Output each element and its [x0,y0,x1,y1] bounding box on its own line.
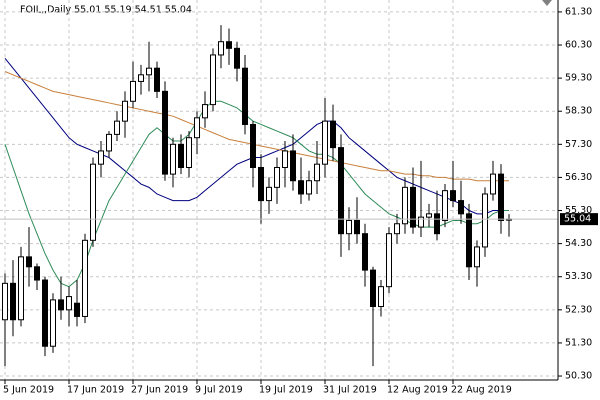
x-tick-label: 19 Jul 2019 [259,385,313,396]
candle-body [26,256,32,268]
candle-body [34,266,40,281]
candle-body [410,186,416,228]
candle-body [306,180,312,195]
candle-body [2,282,8,321]
y-tick-label: 50.30 [565,371,592,382]
candle-body [42,279,48,347]
candle-body [338,147,344,235]
candle-body [186,137,192,168]
candle-body [346,219,352,235]
candle-body [418,216,424,228]
candle-body [330,120,336,149]
candle-body [314,163,320,182]
candle-body [426,213,432,218]
candle-body [322,120,328,165]
y-tick-label: 53.30 [565,271,592,282]
candle-body [258,166,264,202]
candle-body [194,117,200,139]
y-tick-label: 58.30 [565,106,592,117]
y-tick-label: 52.30 [565,304,592,315]
candle-body [146,67,152,76]
candle-body [490,173,496,195]
x-tick-label: 27 Jun 2019 [131,385,188,396]
candle-body [266,186,272,202]
candle-body [170,143,176,175]
y-tick-label: 60.30 [565,40,592,51]
candle-body [10,282,16,321]
y-tick-label: 57.30 [565,139,592,150]
candle-body [370,269,376,308]
moving-average-line [4,100,509,288]
candle-body [450,190,456,202]
x-tick-label: 5 Jun 2019 [3,385,54,396]
candle-body [18,256,24,321]
x-tick-label: 31 Jul 2019 [323,385,377,396]
candle-body [474,246,480,268]
chart-title: FOIL,,Daily 55.01 55.19 54.51 55.04 [20,5,192,16]
y-tick-label: 55.30 [565,205,592,216]
y-tick-label: 61.30 [565,6,592,17]
candle-body [298,180,304,195]
candle-body [242,67,248,125]
candle-body [290,150,296,182]
candle-body [58,299,64,311]
candle-body [354,219,360,235]
candle-body [458,200,464,215]
x-tick-label: 17 Jun 2019 [67,385,124,396]
candle-body [226,41,232,49]
candle-body [234,47,240,69]
candle-body [50,299,56,347]
candle-body [250,123,256,168]
candle-body [122,100,128,122]
candle-body [106,133,112,152]
candle-body [138,74,144,82]
y-tick-label: 51.30 [565,337,592,348]
x-tick-label: 12 Aug 2019 [387,385,448,396]
y-tick-label: 54.30 [565,238,592,249]
candle-body [434,213,440,235]
x-tick-label: 22 Aug 2019 [451,385,512,396]
candle-body [274,166,280,188]
candle-body [66,296,72,311]
candle-body [378,286,384,308]
candle-body [218,41,224,56]
candle-body [386,233,392,288]
price-label-box [560,213,598,226]
moving-average-line [4,57,509,215]
candle-body [82,239,88,317]
y-tick-label: 59.30 [565,73,592,84]
y-tick-label: 56.30 [565,172,592,183]
candle-body [402,186,408,225]
candle-body [362,233,368,271]
candle-body [90,163,96,241]
moving-average-line [4,71,509,182]
candle-body [482,193,488,248]
candle-body [98,150,104,165]
candle-body [498,173,504,221]
candle-body [130,80,136,102]
candle-body [74,302,80,317]
candle-body [154,67,160,92]
x-tick-label: 9 Jul 2019 [195,385,243,396]
candle-body [282,150,288,168]
candle-body [202,104,208,119]
price-label: 55.04 [564,214,591,225]
chart-shift-marker [542,0,552,6]
candle-body [114,120,120,135]
candle-body [210,54,216,106]
candle-body [466,213,472,268]
candle-body [162,90,168,175]
candle-body [178,143,184,168]
candle-body [394,223,400,235]
candle-body [442,190,448,221]
